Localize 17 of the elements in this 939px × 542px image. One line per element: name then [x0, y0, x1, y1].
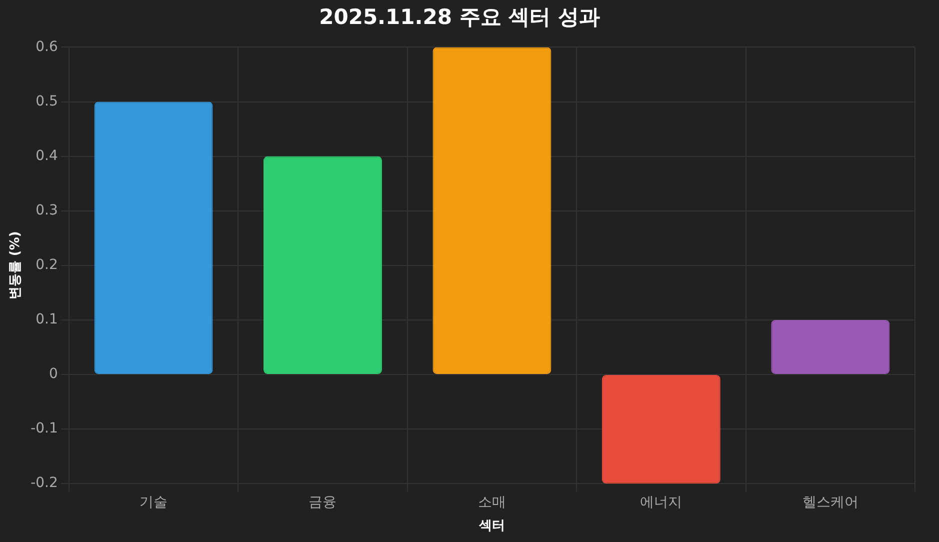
y-tick-label: 0.6	[36, 38, 58, 55]
y-tick-label: -0.1	[30, 420, 58, 437]
y-tick-label: 0.3	[36, 202, 58, 218]
y-tick-label: 0.2	[36, 257, 58, 274]
y-tick-label: 0	[48, 366, 58, 382]
x-tick-label: 에너지	[640, 494, 682, 511]
y-tick-label: 0.5	[36, 93, 58, 110]
x-tick-label: 헬스케어	[802, 494, 858, 511]
x-tick-label: 소매	[478, 494, 506, 511]
y-tick-label: -0.2	[30, 475, 58, 492]
chart-title: 2025.11.28 주요 섹터 성과	[319, 5, 600, 30]
y-tick-label: 0.4	[36, 148, 58, 164]
x-axis-title: 섹터	[478, 518, 505, 534]
y-axis-title: 변동률 (%)	[8, 231, 24, 300]
x-tick-label: 기술	[140, 494, 168, 511]
x-tick-label: 금융	[308, 494, 337, 511]
y-tick-label: 0.1	[36, 312, 58, 328]
